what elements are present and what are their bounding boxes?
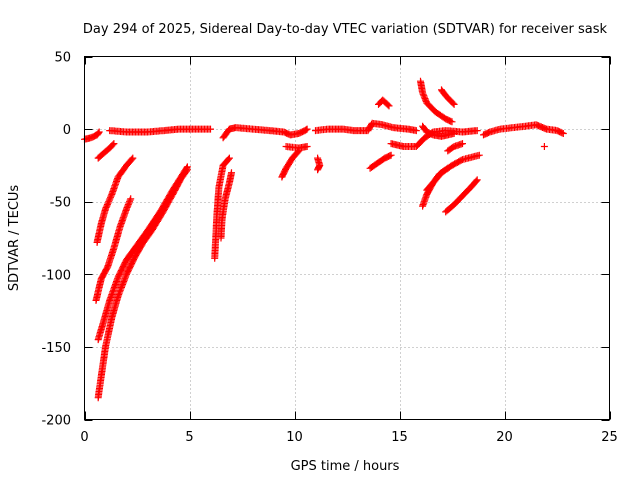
y-axis-label: SDTVAR / TECUs [7,185,22,292]
x-tick-label: 5 [185,430,193,445]
data-point [444,164,452,172]
data-point [95,128,103,136]
data-point [459,140,466,148]
series-segment [278,147,303,181]
y-tick-labels: 50 0 -50 -100 -150 -200 [41,51,71,429]
series-segment [219,124,311,142]
data-point [128,155,136,163]
x-axis-label: GPS time / hours [291,459,400,474]
data-point [104,199,112,207]
data-point [225,155,232,163]
data-point [303,125,311,133]
series-segment [106,125,214,136]
data-point [109,141,117,149]
axis-ticks [84,56,611,421]
data-point [95,129,102,137]
x-tick-labels: 0 5 10 15 20 25 [80,430,617,445]
data-point [207,125,214,133]
y-tick-label: -150 [41,341,71,356]
x-tick-label: 0 [80,430,88,445]
series-segment [442,176,481,216]
data-point [225,154,233,162]
series-segment [92,195,135,304]
grid [84,56,610,420]
data-point [314,166,322,174]
series-segment [314,154,324,174]
data-point [183,167,190,175]
series-segment [211,154,233,262]
data-point [448,118,456,126]
y-tick-label: -200 [41,414,71,429]
series-segment [480,121,567,139]
data-point [303,143,311,150]
x-tick-label: 25 [601,430,618,445]
data-point [387,151,395,159]
data-points [81,77,567,402]
data-point [302,126,310,134]
y-tick-label: 0 [63,123,71,138]
series-segment [540,143,548,150]
data-point [295,147,303,155]
series-segment [366,151,395,172]
data-point [129,154,137,162]
data-point [473,176,481,184]
x-tick-label: 10 [286,430,303,445]
y-tick-label: -100 [41,268,71,283]
data-point [183,166,191,174]
data-point [475,151,483,159]
series-segment [419,122,458,140]
x-tick-label: 15 [391,430,408,445]
data-point [294,148,302,156]
chart-title: Day 294 of 2025, Sidereal Day-to-day VTE… [83,22,608,37]
series-segment [423,164,452,194]
series-segment [375,96,393,110]
series-segment [217,169,235,242]
y-tick-label: 50 [54,51,71,66]
data-point [540,143,548,150]
data-point [412,127,420,135]
data-point [450,130,458,137]
data-point [450,100,458,108]
y-tick-label: -50 [50,196,71,211]
data-point [384,101,392,109]
x-tick-label: 20 [496,430,513,445]
plot-frame [84,56,610,420]
data-point [449,99,457,107]
series-segment [438,86,458,108]
series-segment [417,77,456,126]
data-point [473,127,481,135]
data-point [110,140,118,148]
series-segment [93,154,137,246]
data-point [559,130,567,137]
series-segment [94,166,191,402]
data-point [472,177,480,185]
series-segment [444,140,466,155]
series-segment [312,119,420,135]
data-point [385,102,393,110]
data-point [443,165,451,173]
series-segment [94,140,118,162]
series-segment [81,128,103,143]
data-point [228,169,235,177]
data-point [127,195,135,203]
